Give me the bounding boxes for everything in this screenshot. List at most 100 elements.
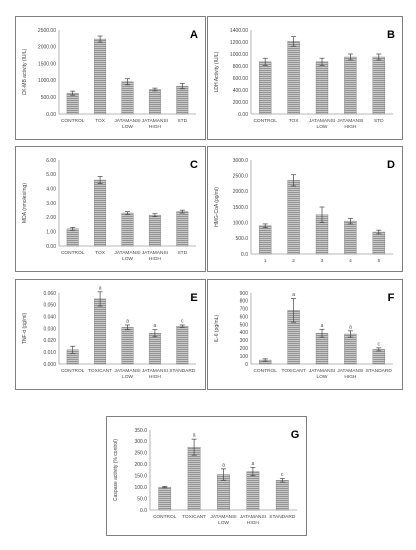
- panel-e: E 0.000 0.010 0.020 0.030 0.040 0.050 0.060 TNF-…: [15, 279, 206, 390]
- bar: [287, 41, 300, 115]
- y-tick-label: 200: [240, 346, 249, 352]
- bar: [344, 56, 357, 115]
- x-tick-label: 1: [264, 258, 267, 264]
- bar: [259, 61, 272, 115]
- error-bar: [376, 229, 382, 235]
- y-axis-label: LDH Activity (IU/L): [214, 51, 220, 92]
- x-tick-label: JATAMANSI LOW: [309, 118, 335, 130]
- bar: [315, 333, 329, 365]
- bar: [287, 180, 300, 255]
- error-bar: [191, 438, 197, 456]
- error-bar: [70, 90, 76, 96]
- x-tick-label: STD: [177, 118, 187, 124]
- panel-letter: E: [190, 292, 197, 304]
- y-tick-label: 0.00: [46, 112, 56, 118]
- error-bar: [125, 211, 130, 215]
- y-tick-label: 0.060: [43, 291, 56, 297]
- x-tick-label: JATAMANSI HIGH: [240, 514, 266, 526]
- error-bar: [125, 78, 130, 86]
- panel-frame: [106, 416, 307, 536]
- y-tick-label: 1000.0: [233, 220, 249, 226]
- significance-label: a: [321, 323, 324, 329]
- panel-frame: [207, 279, 403, 390]
- bar: [259, 225, 272, 255]
- significance-label: a: [193, 433, 196, 439]
- error-bar: [262, 223, 268, 229]
- y-tick-label: 500: [240, 322, 249, 328]
- error-bar: [162, 486, 168, 489]
- y-tick-label: 100.0: [134, 485, 147, 491]
- bar: [176, 85, 189, 115]
- bar: [344, 220, 357, 255]
- significance-label: a: [252, 461, 255, 467]
- bar: [66, 92, 79, 115]
- bar: [176, 211, 189, 247]
- x-tick-label: TOXICANT: [88, 368, 112, 374]
- y-tick-label: 500.0: [235, 236, 248, 242]
- x-tick-label: STANDARD: [366, 368, 393, 374]
- error-bar: [376, 53, 382, 61]
- y-axis-label: CK-MB activity (IU/L): [22, 48, 28, 95]
- significance-label: c: [181, 318, 184, 324]
- bar: [275, 480, 289, 511]
- y-tick-label: 700: [240, 307, 249, 313]
- x-tick-label: JATAMANSI LOW: [114, 368, 140, 380]
- y-tick-label: 1400.00: [230, 28, 248, 34]
- y-tick-label: 1500.0: [233, 205, 249, 211]
- error-bar: [319, 206, 325, 224]
- y-tick-label: 400: [240, 330, 249, 336]
- y-tick-label: 2500.0: [233, 173, 249, 179]
- panel-frame: [15, 16, 206, 140]
- x-tick-label: STD: [374, 118, 384, 124]
- y-tick-label: 300: [240, 338, 249, 344]
- error-bar: [347, 330, 353, 338]
- bar: [372, 349, 385, 365]
- significance-label: c: [281, 472, 284, 478]
- error-bar: [97, 291, 103, 307]
- x-tick-label: TOX: [289, 118, 300, 124]
- error-bar: [179, 324, 185, 328]
- x-tick-label: JATAMANSI HIGH: [142, 118, 168, 130]
- y-tick-label: 0.00: [238, 112, 248, 118]
- y-tick-label: 0.00: [46, 244, 56, 250]
- bar: [121, 212, 134, 247]
- x-tick-label: 2: [292, 258, 295, 264]
- y-tick-label: 50.0: [137, 496, 147, 502]
- chart-g: G 0.0 50.0 100.0 150.0 200.0 250.0 300.0 350.0 Ca…: [106, 416, 307, 536]
- bar: [372, 231, 385, 255]
- y-axis-label: TNF-α (pg/ml): [22, 313, 28, 345]
- y-tick-label: 0.050: [43, 303, 56, 309]
- error-bar: [262, 57, 268, 66]
- error-bar: [125, 324, 130, 331]
- y-tick-label: 2000.00: [38, 45, 56, 51]
- x-tick-label: TOX: [95, 118, 106, 124]
- bar: [315, 61, 329, 115]
- x-tick-label: STANDARD: [169, 368, 196, 374]
- significance-label: a: [126, 318, 129, 324]
- significance-label: a: [222, 462, 225, 468]
- y-tick-label: 1000.00: [38, 78, 56, 84]
- error-bar: [279, 478, 285, 483]
- x-tick-label: 5: [377, 258, 380, 264]
- x-tick-label: CONTROL: [153, 514, 177, 520]
- error-bar: [152, 329, 158, 338]
- y-tick-label: 0.040: [43, 314, 56, 320]
- bar: [246, 471, 260, 511]
- significance-label: c: [378, 341, 381, 347]
- error-bar: [319, 328, 325, 338]
- error-bar: [262, 358, 268, 362]
- error-bar: [97, 35, 103, 43]
- bar: [148, 333, 161, 365]
- y-tick-label: 500.00: [41, 95, 57, 101]
- x-tick-label: CONTROL: [61, 118, 85, 124]
- error-bar: [291, 174, 297, 187]
- bar: [187, 446, 201, 511]
- bar: [121, 81, 134, 115]
- error-bar: [152, 87, 158, 92]
- panel-letter: C: [190, 159, 198, 171]
- x-tick-label: STD: [177, 250, 187, 256]
- y-axis-label: HMG-CoA (pg/ml): [214, 187, 220, 227]
- error-bar: [179, 209, 185, 214]
- y-tick-label: 0.020: [43, 338, 56, 344]
